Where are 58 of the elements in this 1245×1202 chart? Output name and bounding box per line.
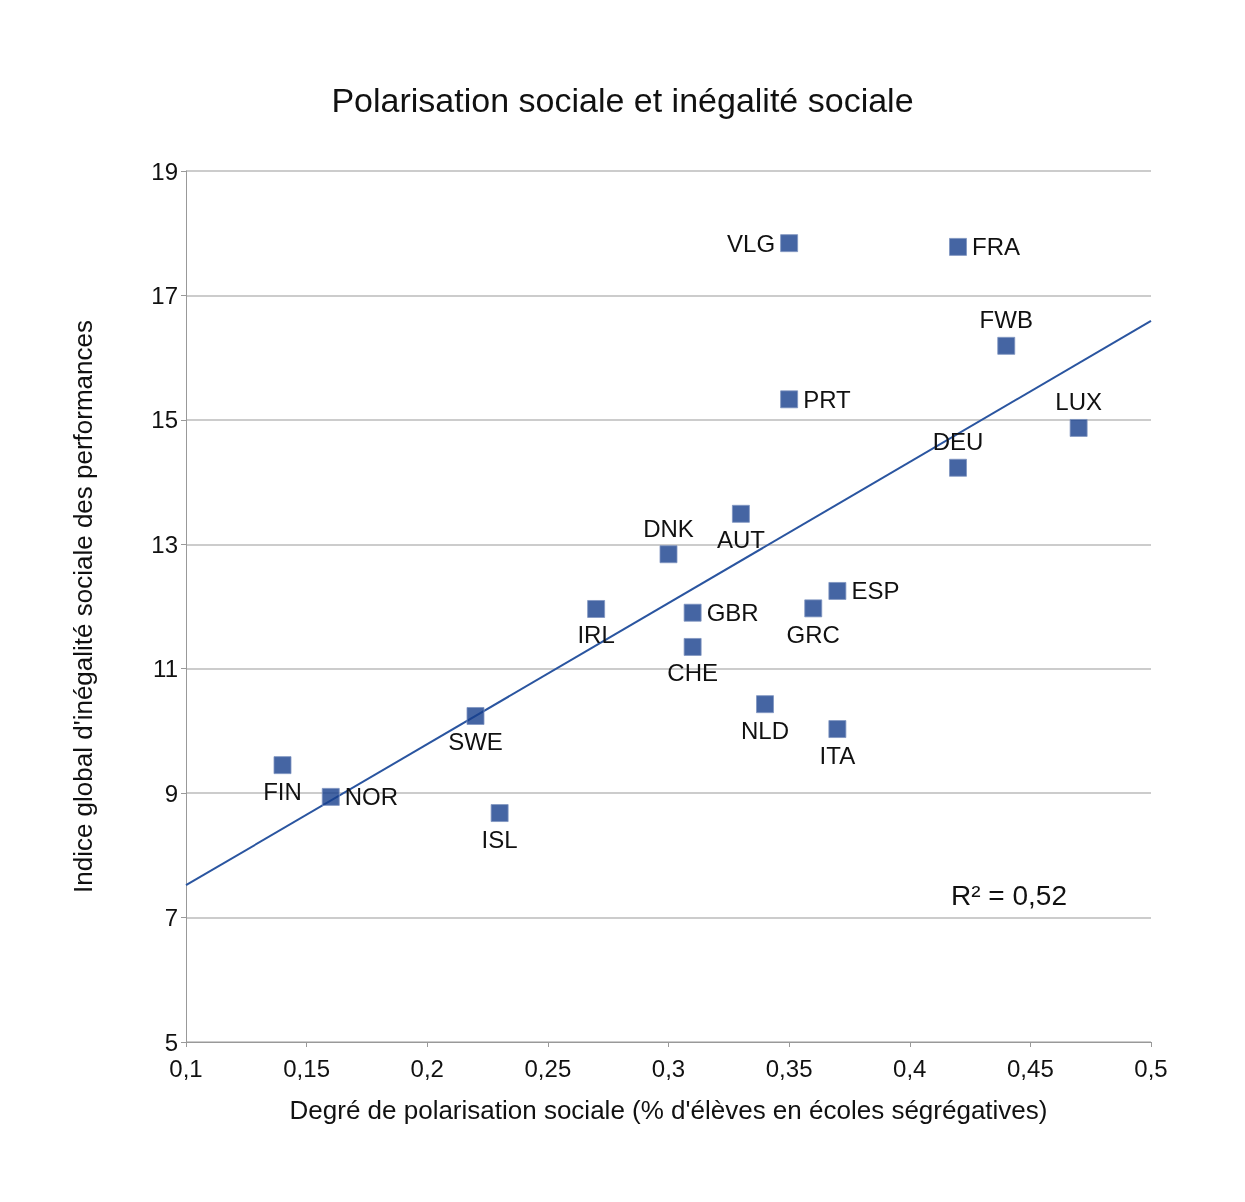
annotation: ISL [481,825,518,853]
point [997,336,1016,355]
chart-title: Polarisation sociale et inégalité sociale [331,81,914,119]
point [273,756,292,775]
point [949,458,967,477]
point [683,603,702,622]
y-tick-label: 7 [164,904,178,932]
x-tick-label: 0,1 [169,1054,203,1082]
point [659,545,678,564]
point [683,637,702,656]
point [828,581,847,600]
annotation: GRC [786,620,840,648]
annotation: ITA [819,741,856,769]
y-tick-label: 9 [164,779,178,807]
annotation: DNK [643,514,694,542]
annotation: SWE [448,728,503,756]
annotation: NLD [740,716,790,744]
point [321,787,340,806]
annotation: ESP [851,577,900,605]
annotation: VLG [727,229,776,257]
annotation: IRL [577,621,615,649]
annotation: FWB [979,306,1033,334]
annotation: GBR [706,599,759,627]
point [804,599,823,618]
x-tick-label: 0,15 [283,1054,330,1082]
point [490,804,509,823]
annotation: R² = 0,52 [951,879,1067,911]
point [731,504,750,523]
y-tick-label: 19 [151,157,178,185]
point [756,695,774,714]
point [780,390,799,409]
y-axis-title: Indice global d'inégalité sociale des performances [68,320,98,893]
annotation: CHE [667,659,718,687]
point [466,707,485,725]
y-tick-label: 15 [151,406,178,434]
x-tick-label: 0,25 [524,1054,572,1082]
x-tick-label: 0,2 [410,1054,444,1082]
x-tick-label: 0,3 [651,1054,686,1082]
point [949,237,967,256]
x-tick-label: 0,45 [1007,1054,1054,1082]
y-tick-label: 17 [151,281,178,309]
point [780,234,799,253]
point [828,720,847,739]
annotation: FRA [972,233,1020,261]
y-tick-label: 13 [151,530,178,558]
annotation: FIN [263,777,302,805]
y-tick-label: 5 [164,1028,178,1056]
annotation: LUX [1055,388,1102,416]
annotation: AUT [716,526,766,554]
x-tick-label: 0,35 [765,1054,813,1082]
point [1069,418,1088,437]
annotation: NOR [344,783,399,811]
y-tick-label: 11 [153,655,178,683]
x-tick-label: 0,4 [893,1054,927,1082]
annotation: PRT [803,385,852,413]
point [587,599,606,618]
x-tick-label: 0,5 [1134,1054,1168,1082]
x-axis-title: Degré de polarisation sociale (% d'élèves en écoles ségrégatives) [289,1095,1048,1125]
